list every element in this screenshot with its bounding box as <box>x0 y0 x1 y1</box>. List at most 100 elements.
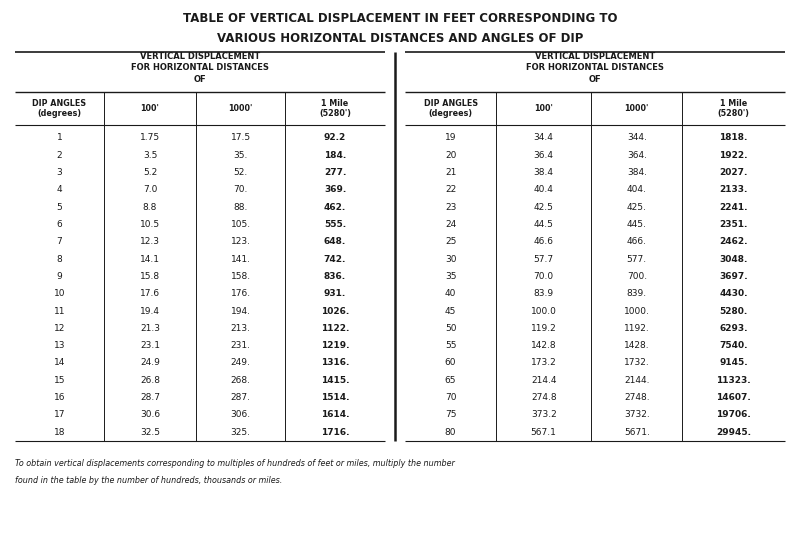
Text: 2027.: 2027. <box>719 168 748 177</box>
Text: 1 Mile
(5280'): 1 Mile (5280') <box>718 99 750 118</box>
Text: 17.6: 17.6 <box>140 289 160 298</box>
Text: 26.8: 26.8 <box>140 376 160 385</box>
Text: 28.7: 28.7 <box>140 393 160 402</box>
Text: 35.: 35. <box>234 151 248 160</box>
Text: 1000.: 1000. <box>624 306 650 315</box>
Text: 36.4: 36.4 <box>534 151 554 160</box>
Text: 52.: 52. <box>234 168 248 177</box>
Text: 10.5: 10.5 <box>140 220 160 229</box>
Text: 184.: 184. <box>324 151 346 160</box>
Text: 100': 100' <box>141 104 159 113</box>
Text: 42.5: 42.5 <box>534 203 554 212</box>
Text: 55: 55 <box>445 341 456 350</box>
Text: 404.: 404. <box>627 185 646 194</box>
Text: 700.: 700. <box>626 272 647 281</box>
Text: 57.7: 57.7 <box>534 255 554 263</box>
Text: 7: 7 <box>57 237 62 246</box>
Text: 742.: 742. <box>324 255 346 263</box>
Text: 6293.: 6293. <box>719 324 748 333</box>
Text: 80: 80 <box>445 428 456 437</box>
Text: VERTICAL DISPLACEMENT
FOR HORIZONTAL DISTANCES
OF: VERTICAL DISPLACEMENT FOR HORIZONTAL DIS… <box>526 52 664 84</box>
Text: 2241.: 2241. <box>719 203 748 212</box>
Text: 287.: 287. <box>230 393 250 402</box>
Text: 23: 23 <box>445 203 456 212</box>
Text: 577.: 577. <box>626 255 647 263</box>
Text: 15: 15 <box>54 376 65 385</box>
Text: DIP ANGLES
(degrees): DIP ANGLES (degrees) <box>32 99 86 118</box>
Text: 105.: 105. <box>230 220 250 229</box>
Text: 1000': 1000' <box>229 104 253 113</box>
Text: 3.5: 3.5 <box>143 151 158 160</box>
Text: 83.9: 83.9 <box>534 289 554 298</box>
Text: 12: 12 <box>54 324 65 333</box>
Text: 213.: 213. <box>230 324 250 333</box>
Text: 1000': 1000' <box>625 104 649 113</box>
Text: 3048.: 3048. <box>719 255 748 263</box>
Text: 3697.: 3697. <box>719 272 748 281</box>
Text: 1219.: 1219. <box>321 341 350 350</box>
Text: 11: 11 <box>54 306 65 315</box>
Text: 268.: 268. <box>230 376 250 385</box>
Text: 1026.: 1026. <box>321 306 349 315</box>
Text: 70: 70 <box>445 393 456 402</box>
Text: 2144.: 2144. <box>624 376 650 385</box>
Text: 17.5: 17.5 <box>230 134 250 143</box>
Text: 19: 19 <box>445 134 456 143</box>
Text: 19706.: 19706. <box>716 411 751 419</box>
Text: 231.: 231. <box>230 341 250 350</box>
Text: 214.4: 214.4 <box>531 376 557 385</box>
Text: 1922.: 1922. <box>719 151 748 160</box>
Text: 277.: 277. <box>324 168 346 177</box>
Text: 7540.: 7540. <box>719 341 748 350</box>
Text: 15.8: 15.8 <box>140 272 160 281</box>
Text: 306.: 306. <box>230 411 250 419</box>
Text: 2133.: 2133. <box>719 185 748 194</box>
Text: 14.1: 14.1 <box>140 255 160 263</box>
Text: 46.6: 46.6 <box>534 237 554 246</box>
Text: 1428.: 1428. <box>624 341 650 350</box>
Text: To obtain vertical displacements corresponding to multiples of hundreds of feet : To obtain vertical displacements corresp… <box>15 459 454 468</box>
Text: 18: 18 <box>54 428 65 437</box>
Text: 45: 45 <box>445 306 456 315</box>
Text: 8: 8 <box>57 255 62 263</box>
Text: 19.4: 19.4 <box>140 306 160 315</box>
Text: 100': 100' <box>534 104 553 113</box>
Text: 141.: 141. <box>230 255 250 263</box>
Text: 4430.: 4430. <box>719 289 748 298</box>
Text: 44.5: 44.5 <box>534 220 554 229</box>
Text: 5: 5 <box>57 203 62 212</box>
Text: 1732.: 1732. <box>624 358 650 368</box>
Text: VARIOUS HORIZONTAL DISTANCES AND ANGLES OF DIP: VARIOUS HORIZONTAL DISTANCES AND ANGLES … <box>217 32 583 45</box>
Text: 836.: 836. <box>324 272 346 281</box>
Text: 35: 35 <box>445 272 456 281</box>
Text: 40: 40 <box>445 289 456 298</box>
Text: 70.: 70. <box>234 185 248 194</box>
Text: VERTICAL DISPLACEMENT
FOR HORIZONTAL DISTANCES
OF: VERTICAL DISPLACEMENT FOR HORIZONTAL DIS… <box>131 52 269 84</box>
Text: 2748.: 2748. <box>624 393 650 402</box>
Text: found in the table by the number of hundreds, thousands or miles.: found in the table by the number of hund… <box>15 476 282 485</box>
Text: 13: 13 <box>54 341 65 350</box>
Text: 555.: 555. <box>324 220 346 229</box>
Text: 462.: 462. <box>324 203 346 212</box>
Text: 23.1: 23.1 <box>140 341 160 350</box>
Text: 5280.: 5280. <box>719 306 748 315</box>
Text: 1514.: 1514. <box>321 393 350 402</box>
Text: 567.1: 567.1 <box>530 428 557 437</box>
Text: 931.: 931. <box>324 289 346 298</box>
Text: 21: 21 <box>445 168 456 177</box>
Text: 384.: 384. <box>627 168 647 177</box>
Text: 839.: 839. <box>626 289 647 298</box>
Text: 14607.: 14607. <box>716 393 751 402</box>
Text: 11323.: 11323. <box>716 376 751 385</box>
Text: 2462.: 2462. <box>719 237 748 246</box>
Text: 1316.: 1316. <box>321 358 350 368</box>
Text: 29945.: 29945. <box>716 428 751 437</box>
Text: 142.8: 142.8 <box>531 341 557 350</box>
Text: 274.8: 274.8 <box>531 393 557 402</box>
Text: 1 Mile
(5280'): 1 Mile (5280') <box>319 99 351 118</box>
Text: 10: 10 <box>54 289 65 298</box>
Text: 16: 16 <box>54 393 65 402</box>
Text: 70.0: 70.0 <box>534 272 554 281</box>
Text: 158.: 158. <box>230 272 250 281</box>
Text: 22: 22 <box>445 185 456 194</box>
